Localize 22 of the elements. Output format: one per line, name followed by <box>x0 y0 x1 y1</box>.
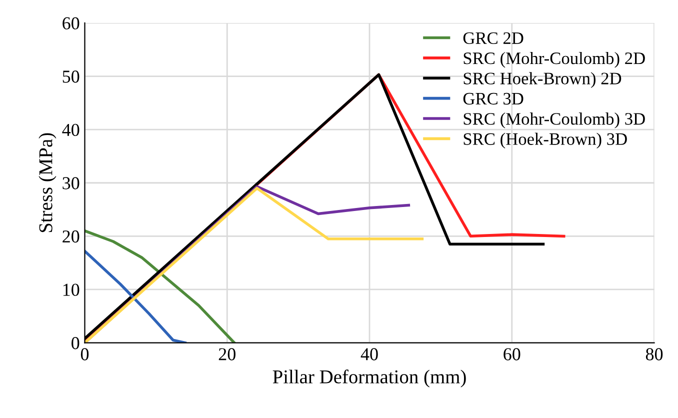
y-tick-label: 40 <box>62 124 80 136</box>
y-tick-label: 60 <box>62 17 80 30</box>
x-tick-label: 0 <box>80 348 89 360</box>
y-tick-label: 30 <box>62 177 80 190</box>
x-tick-label: 60 <box>504 348 520 360</box>
y-axis-title: Stress (MPa) <box>38 133 56 232</box>
legend-label: SRC (Mohr-Coulomb) 3D <box>464 112 645 128</box>
x-tick-label: 80 <box>646 348 663 360</box>
x-axis-title: Pillar Deformation (mm) <box>272 370 466 388</box>
line-series <box>84 250 187 343</box>
legend-label: SRC Hoek-Brown) 2D <box>464 72 622 88</box>
x-tick-label: 20 <box>218 348 236 360</box>
x-tick-label: 40 <box>360 348 378 360</box>
y-tick-label: 20 <box>62 230 80 243</box>
y-tick-label: 50 <box>62 70 80 83</box>
legend-label: SRC (Hoek-Brown) 3D <box>464 132 627 148</box>
legend-label: SRC (Mohr-Coulomb) 2D <box>464 52 645 68</box>
line-series <box>84 229 236 343</box>
legend-label: GRC 3D <box>463 92 524 105</box>
y-tick-label: 0 <box>72 337 80 350</box>
legend-label: GRC 2D <box>463 32 524 44</box>
y-tick-label: 10 <box>63 284 80 296</box>
